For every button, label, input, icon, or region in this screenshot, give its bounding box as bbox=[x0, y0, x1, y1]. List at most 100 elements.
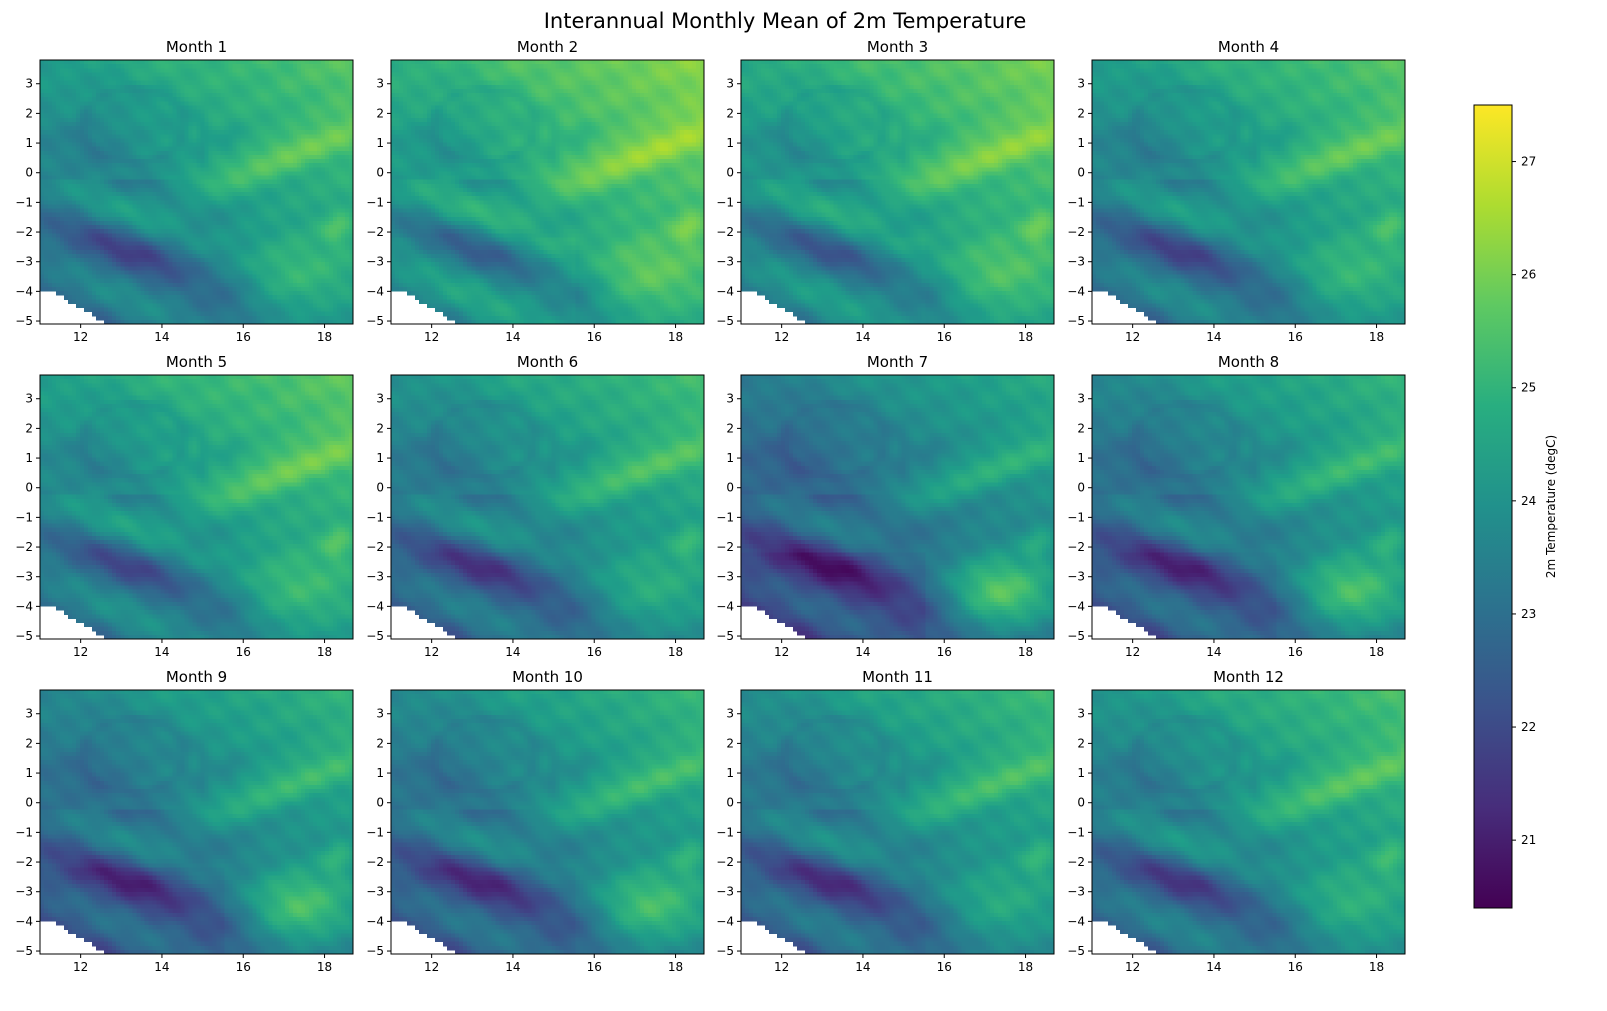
heatmap-cell bbox=[180, 93, 185, 98]
heatmap-cell bbox=[144, 60, 149, 65]
heatmap-cell bbox=[345, 93, 350, 98]
heatmap-cell bbox=[84, 68, 89, 73]
heatmap-cell bbox=[281, 68, 286, 73]
heatmap-cell bbox=[184, 97, 189, 102]
heatmap-cell bbox=[265, 89, 270, 94]
heatmap-cell bbox=[60, 68, 65, 73]
heatmap-cell bbox=[317, 89, 322, 94]
heatmap-cell bbox=[325, 64, 330, 69]
heatmap-cell bbox=[253, 77, 258, 82]
heatmap-cell bbox=[156, 89, 161, 94]
heatmap-cell bbox=[44, 85, 49, 90]
heatmap-cell bbox=[225, 72, 230, 77]
heatmap-cell bbox=[172, 68, 177, 73]
heatmap-cell bbox=[333, 77, 338, 82]
heatmap-cell bbox=[313, 81, 318, 86]
heatmap-cell bbox=[176, 60, 181, 65]
heatmap-cell bbox=[80, 89, 85, 94]
heatmap-cell bbox=[289, 81, 294, 86]
heatmap-cell bbox=[172, 81, 177, 86]
heatmap-cell bbox=[192, 81, 197, 86]
heatmap-cell bbox=[88, 81, 93, 86]
heatmap-cell bbox=[136, 97, 141, 102]
heatmap-cell bbox=[64, 68, 69, 73]
heatmap-cell bbox=[257, 77, 262, 82]
heatmap-cell bbox=[205, 93, 210, 98]
heatmap-cell bbox=[156, 81, 161, 86]
heatmap-cell bbox=[96, 85, 101, 90]
heatmap-cell bbox=[160, 77, 165, 82]
heatmap-cell bbox=[100, 97, 105, 102]
heatmap-cell bbox=[176, 93, 181, 98]
heatmap-cell bbox=[317, 64, 322, 69]
heatmap-cell bbox=[112, 97, 117, 102]
heatmap-cell bbox=[293, 93, 298, 98]
heatmap-cell bbox=[92, 60, 97, 65]
heatmap-cell bbox=[96, 101, 101, 106]
heatmap-cell bbox=[132, 101, 137, 106]
heatmap-cell bbox=[160, 85, 165, 90]
heatmap-cell bbox=[40, 64, 45, 69]
heatmap-cell bbox=[249, 60, 254, 65]
heatmap-cell bbox=[197, 77, 202, 82]
heatmap-cell bbox=[132, 89, 137, 94]
heatmap-cell bbox=[313, 85, 318, 90]
heatmap-cell bbox=[168, 81, 173, 86]
heatmap-cell bbox=[337, 64, 342, 69]
heatmap-cell bbox=[132, 68, 137, 73]
heatmap-cell bbox=[317, 97, 322, 102]
heatmap-cell bbox=[120, 97, 125, 102]
heatmap-cell bbox=[201, 64, 206, 69]
heatmap-cell bbox=[156, 77, 161, 82]
heatmap-cell bbox=[124, 77, 129, 82]
heatmap-cell bbox=[92, 89, 97, 94]
heatmap-cell bbox=[325, 89, 330, 94]
heatmap-cell bbox=[164, 89, 169, 94]
heatmap-cell bbox=[128, 68, 133, 73]
heatmap-cell bbox=[176, 89, 181, 94]
heatmap-cell bbox=[60, 101, 65, 106]
heatmap-cell bbox=[104, 97, 109, 102]
heatmap-cell bbox=[289, 60, 294, 65]
heatmap-cell bbox=[168, 97, 173, 102]
heatmap-cell bbox=[60, 81, 65, 86]
heatmap-cell bbox=[261, 72, 266, 77]
heatmap-cell bbox=[192, 89, 197, 94]
heatmap-cell bbox=[341, 93, 346, 98]
heatmap-cell bbox=[273, 77, 278, 82]
heatmap-cell bbox=[188, 81, 193, 86]
heatmap-cell bbox=[116, 64, 121, 69]
heatmap-cell bbox=[56, 60, 61, 65]
heatmap-cell bbox=[309, 64, 314, 69]
heatmap-cell bbox=[345, 64, 350, 69]
heatmap-cell bbox=[76, 89, 81, 94]
heatmap-cell bbox=[60, 60, 65, 65]
heatmap-cell bbox=[144, 85, 149, 90]
heatmap-cell bbox=[116, 93, 121, 98]
heatmap-cell bbox=[52, 89, 57, 94]
heatmap-cell bbox=[285, 77, 290, 82]
heatmap-cell bbox=[72, 81, 77, 86]
heatmap-cell bbox=[237, 93, 242, 98]
heatmap-cell bbox=[176, 64, 181, 69]
heatmap-cell bbox=[156, 60, 161, 65]
heatmap-cell bbox=[245, 93, 250, 98]
heatmap-cell bbox=[136, 77, 141, 82]
heatmap-cell bbox=[297, 64, 302, 69]
heatmap-cell bbox=[136, 93, 141, 98]
heatmap-cell bbox=[84, 81, 89, 86]
heatmap-cell bbox=[184, 85, 189, 90]
heatmap-cell bbox=[188, 72, 193, 77]
heatmap-cell bbox=[237, 97, 242, 102]
heatmap-cell bbox=[48, 64, 53, 69]
heatmap-cell bbox=[277, 85, 282, 90]
heatmap-cell bbox=[180, 89, 185, 94]
heatmap-cell bbox=[301, 68, 306, 73]
heatmap-cell bbox=[100, 64, 105, 69]
heatmap-cell bbox=[80, 93, 85, 98]
heatmap-cell bbox=[128, 64, 133, 69]
heatmap-cell bbox=[253, 97, 258, 102]
heatmap-cell bbox=[209, 77, 214, 82]
heatmap-cell bbox=[192, 93, 197, 98]
heatmap-cell bbox=[297, 89, 302, 94]
